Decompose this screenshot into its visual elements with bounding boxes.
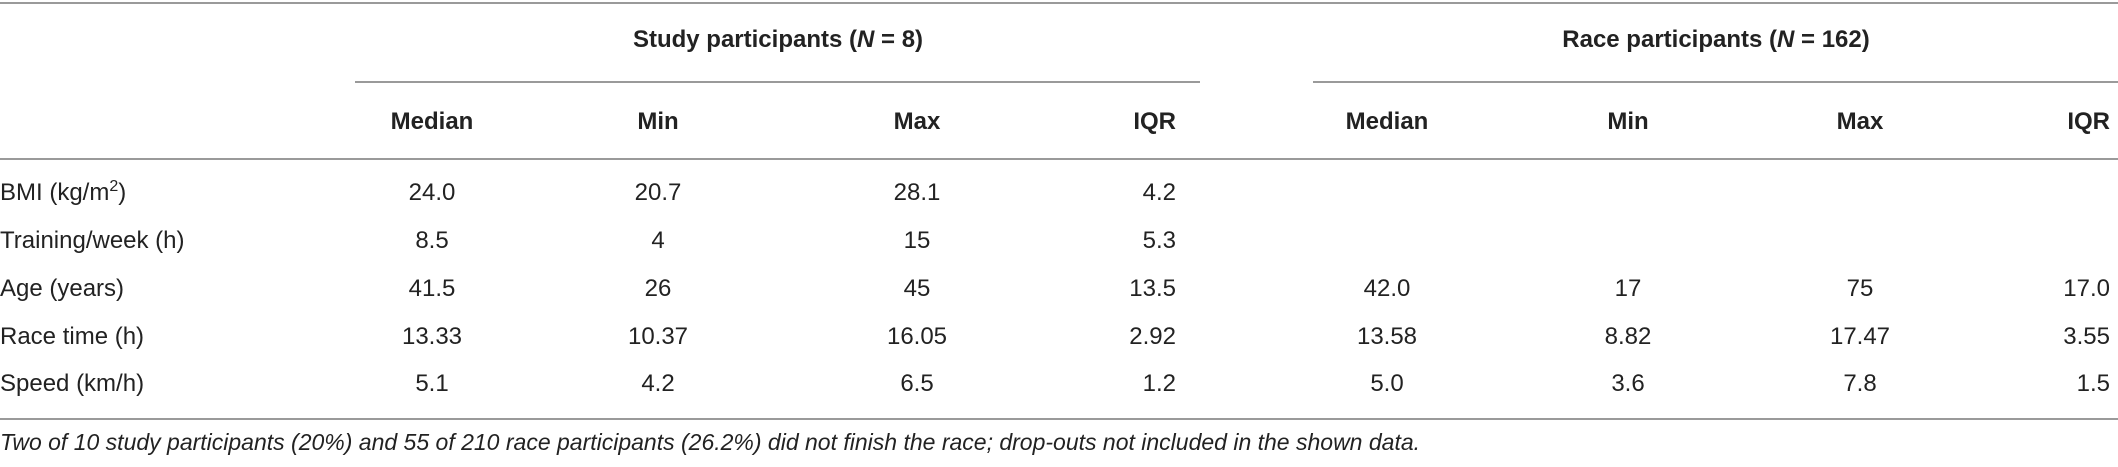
header-rule: [0, 158, 2118, 160]
table-cell: 17.0: [2063, 275, 2110, 302]
table-cell: 3.6: [1611, 370, 1645, 397]
table-footnote: Two of 10 study participants (20%) and 5…: [0, 429, 1421, 455]
top-rule: [0, 2, 2118, 4]
table-cell: 5.0: [1370, 370, 1404, 397]
column-header: Min: [1607, 108, 1649, 135]
table-cell: 1.2: [1142, 370, 1176, 397]
column-header: Max: [1836, 108, 1884, 135]
bottom-rule: [0, 418, 2118, 420]
table-cell: 16.05: [886, 323, 948, 350]
table-cell: 15: [903, 227, 931, 254]
group-rule-study: [355, 81, 1200, 83]
table-cell: 41.5: [408, 275, 456, 302]
row-label: Race time (h): [0, 323, 145, 350]
table-cell: 1.5: [2076, 370, 2110, 397]
table-cell: 3.55: [2063, 323, 2110, 350]
table-cell: 4.2: [1142, 179, 1176, 206]
table-cell: 5.1: [415, 370, 449, 397]
table-cell: 28.1: [893, 179, 941, 206]
group-rule-race: [1313, 81, 2118, 83]
table-cell: 8.5: [415, 227, 449, 254]
table-cell: 17.47: [1829, 323, 1891, 350]
table-cell: 20.7: [634, 179, 682, 206]
row-label: BMI (kg/m2): [0, 178, 127, 207]
table-cell: 4: [651, 227, 665, 254]
column-header: IQR: [1133, 108, 1176, 135]
table-cell: 26: [644, 275, 672, 302]
table-cell: 2.92: [1129, 323, 1176, 350]
group-header-race: Race participants (N = 162): [1562, 26, 1870, 53]
table-cell: 24.0: [408, 179, 456, 206]
column-header: Median: [390, 108, 474, 135]
column-header: Min: [637, 108, 679, 135]
table-cell: 8.82: [1604, 323, 1652, 350]
column-header: Max: [893, 108, 941, 135]
table-cell: 42.0: [1363, 275, 1411, 302]
table-cell: 10.37: [627, 323, 689, 350]
table-cell: 5.3: [1142, 227, 1176, 254]
table-cell: 6.5: [900, 370, 934, 397]
table-cell: 13.5: [1129, 275, 1176, 302]
row-label: Speed (km/h): [0, 370, 145, 397]
column-header: IQR: [2067, 108, 2110, 135]
table-cell: 4.2: [641, 370, 675, 397]
table-cell: 17: [1614, 275, 1642, 302]
table-cell: 13.58: [1356, 323, 1418, 350]
table-cell: 45: [903, 275, 931, 302]
table-cell: 75: [1846, 275, 1874, 302]
row-label: Training/week (h): [0, 227, 185, 254]
table-cell: 13.33: [401, 323, 463, 350]
row-label: Age (years): [0, 275, 125, 302]
column-header: Median: [1345, 108, 1429, 135]
table-cell: 7.8: [1843, 370, 1877, 397]
group-header-study: Study participants (N = 8): [632, 26, 924, 53]
